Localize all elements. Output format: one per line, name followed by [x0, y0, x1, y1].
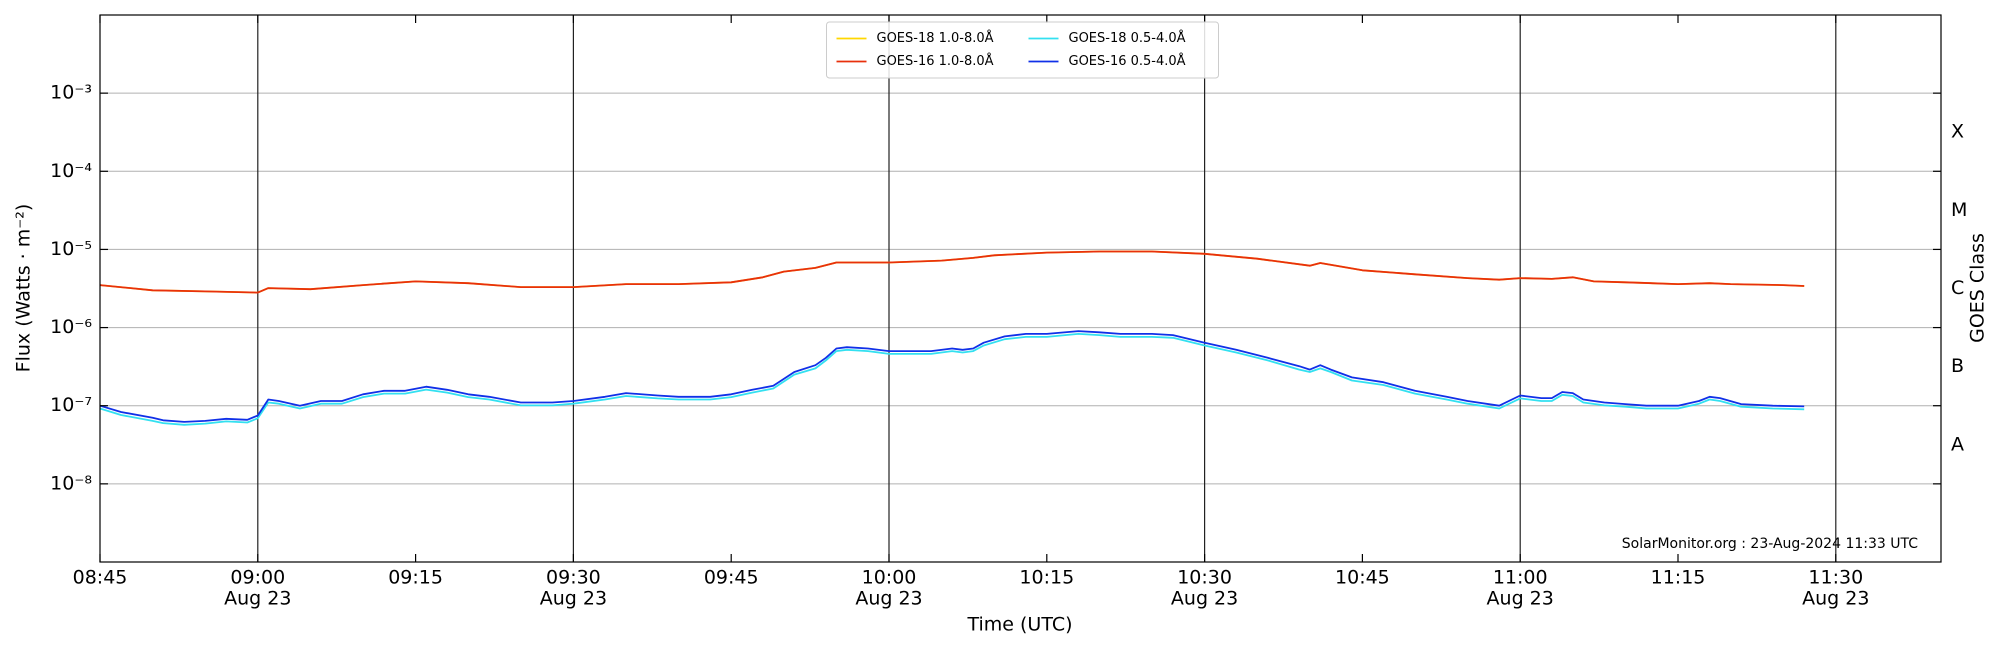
- plot-frame: [99, 14, 1942, 563]
- y2-tick-label: A: [1951, 433, 1964, 455]
- series-line: [99, 330, 1805, 423]
- y2-tick-label: C: [1951, 277, 1964, 299]
- y-tick-label: 10⁻⁴: [50, 160, 92, 182]
- legend-label: GOES-16 1.0-8.0Å: [877, 53, 994, 69]
- y2-axis-label: GOES Class: [1967, 233, 1989, 343]
- x-tick-date: Aug 23: [540, 588, 607, 610]
- y-tick-label: 10⁻⁵: [50, 238, 92, 260]
- x-tick-date: Aug 23: [1171, 588, 1238, 610]
- x-tick-label: 09:15: [388, 567, 443, 589]
- series-line: [99, 250, 1805, 294]
- legend-label: GOES-16 0.5-4.0Å: [1069, 53, 1186, 69]
- legend-label: GOES-18 0.5-4.0Å: [1069, 30, 1186, 46]
- x-axis-label: Time (UTC): [966, 614, 1072, 636]
- x-tick-date: Aug 23: [1487, 588, 1554, 610]
- x-tick-label: 09:00: [230, 567, 285, 589]
- legend-box: [826, 21, 1219, 79]
- y2-tick-label: B: [1951, 355, 1964, 377]
- x-tick-label: 11:15: [1651, 567, 1706, 589]
- x-tick-label: 10:15: [1019, 567, 1074, 589]
- y2-tick-label: X: [1951, 121, 1964, 143]
- y-tick-label: 10⁻⁷: [50, 394, 92, 416]
- x-tick-label: 10:00: [862, 567, 917, 589]
- legend-label: GOES-18 1.0-8.0Å: [877, 30, 994, 46]
- x-tick-label: 10:45: [1335, 567, 1390, 589]
- grid: [100, 15, 1941, 562]
- x-tick-date: Aug 23: [224, 588, 291, 610]
- y-tick-label: 10⁻⁶: [50, 316, 92, 338]
- y-axis-label: Flux (Watts · m⁻²): [13, 204, 35, 373]
- annotation: SolarMonitor.org : 23-Aug-2024 11:33 UTC: [1622, 536, 1918, 552]
- x-tick-label: 09:30: [546, 567, 601, 589]
- y-tick-label: 10⁻³: [50, 82, 92, 104]
- x-tick-label: 09:45: [704, 567, 759, 589]
- series-line: [99, 333, 1805, 426]
- x-tick-label: 11:00: [1493, 567, 1548, 589]
- x-tick-label: 11:30: [1808, 567, 1863, 589]
- legend: GOES-18 1.0-8.0Å GOES-16 1.0-8.0Å GOES-18 …: [826, 21, 1219, 79]
- x-tick-label: 10:30: [1177, 567, 1232, 589]
- series-lines: [99, 250, 1805, 426]
- x-tick-label: 08:45: [73, 567, 128, 589]
- y-tick-label: 10⁻⁸: [50, 472, 92, 494]
- y2-tick-label: M: [1951, 199, 1967, 221]
- x-tick-date: Aug 23: [855, 588, 922, 610]
- x-tick-date: Aug 23: [1802, 588, 1869, 610]
